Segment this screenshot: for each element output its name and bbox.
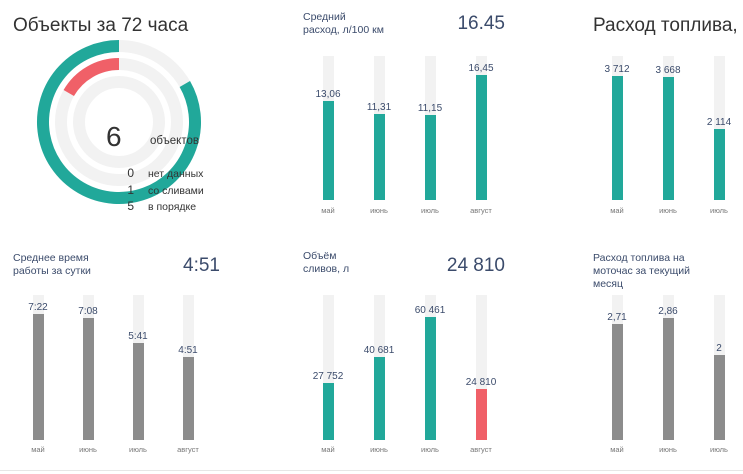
category-label: май xyxy=(321,445,335,454)
bar-value-label: 7:22 xyxy=(28,302,48,314)
bar[interactable] xyxy=(713,129,725,200)
bottom-divider xyxy=(0,470,743,471)
legend-no-data-label: нет данных xyxy=(148,168,204,180)
objects-count-label: объектов xyxy=(150,135,199,147)
drain-volume-summary: 24 810 xyxy=(446,255,505,276)
bar-value-label: 11,15 xyxy=(417,103,443,115)
category-label: май xyxy=(610,445,624,454)
legend-drain-count: 1 xyxy=(127,183,134,197)
category-label: июнь xyxy=(659,445,677,454)
work-time-panel[interactable]: Среднее время работы за сутки 4:51 7:22 м… xyxy=(0,245,280,470)
bar-track xyxy=(713,56,725,200)
bar-value-label: 40 681 xyxy=(363,344,395,356)
category-label: июль xyxy=(129,445,147,454)
bar-value-label: 11,31 xyxy=(366,102,392,114)
drain-volume-title: Объём сливов, л xyxy=(303,250,350,275)
bar-track xyxy=(322,295,334,440)
bar-value-label: 27 752 xyxy=(312,371,344,383)
bar[interactable] xyxy=(182,357,194,440)
category-label: июнь xyxy=(79,445,97,454)
drain-volume-panel[interactable]: Объём сливов, л 24 810 27 752 май 40 681 ию… xyxy=(295,245,515,470)
legend-no-data-count: 0 xyxy=(127,166,134,180)
bar-value-label: 2,86 xyxy=(658,306,678,318)
legend-ok-count: 5 xyxy=(127,199,134,213)
bar[interactable] xyxy=(132,343,144,440)
fuel-consumption-panel[interactable]: Расход топлива, л 3 712 май 3 668 июнь 2 114… xyxy=(585,0,743,235)
avg-consumption-title: Средний расход, л/100 км xyxy=(303,11,384,36)
fuel-per-hour-panel[interactable]: Расход топлива на моточас за текущий мес… xyxy=(585,245,743,470)
category-label: июль xyxy=(710,206,728,215)
category-label: май xyxy=(31,445,45,454)
category-label: август xyxy=(177,445,199,454)
bar[interactable] xyxy=(32,314,44,440)
objects-donut[interactable] xyxy=(34,37,204,207)
fuel-consumption-title: Расход топлива, л xyxy=(593,15,743,36)
bar[interactable] xyxy=(611,324,623,440)
category-label: май xyxy=(321,206,335,215)
bar-value-label: 2,71 xyxy=(607,312,627,324)
bar[interactable] xyxy=(611,75,623,200)
bar-track xyxy=(475,295,487,440)
bar-value-label: 13,06 xyxy=(315,89,341,101)
bar[interactable] xyxy=(662,77,674,200)
bar-value-label: 3 712 xyxy=(604,63,630,75)
bar-value-label: 5:41 xyxy=(128,331,148,343)
category-label: июль xyxy=(710,445,728,454)
category-label: июнь xyxy=(659,206,677,215)
objects-title: Объекты за 72 часа xyxy=(13,15,189,36)
legend-drain-label: со сливами xyxy=(148,185,204,197)
bar-value-label: 3 668 xyxy=(655,65,681,77)
bar[interactable] xyxy=(662,318,674,440)
objects-panel[interactable]: Объекты за 72 часа 6 объектов 0 нет данн… xyxy=(0,0,280,235)
bar-value-label: 60 461 xyxy=(414,304,446,316)
bar[interactable] xyxy=(475,389,487,440)
bar-value-label: 7:08 xyxy=(78,306,98,318)
category-label: август xyxy=(470,206,492,215)
category-label: июль xyxy=(421,445,439,454)
objects-count: 6 xyxy=(106,121,122,152)
category-label: май xyxy=(610,206,624,215)
legend-ok-label: в порядке xyxy=(148,201,197,213)
work-time-title: Среднее время работы за сутки xyxy=(13,252,91,277)
bar[interactable] xyxy=(373,114,385,200)
bar[interactable] xyxy=(322,101,334,200)
bar-value-label: 2 xyxy=(716,342,722,354)
avg-consumption-summary: 16.45 xyxy=(457,13,505,34)
bar[interactable] xyxy=(475,75,487,200)
category-label: июнь xyxy=(370,206,388,215)
bar[interactable] xyxy=(373,356,385,440)
avg-consumption-panel[interactable]: Средний расход, л/100 км 16.45 13,06 май 1… xyxy=(295,0,515,235)
drain-ring[interactable] xyxy=(63,58,120,97)
bar[interactable] xyxy=(82,318,94,440)
bar-value-label: 24 810 xyxy=(465,377,497,389)
bar[interactable] xyxy=(424,115,436,200)
bar[interactable] xyxy=(424,316,436,440)
work-time-summary: 4:51 xyxy=(183,255,220,276)
bar-value-label: 16,45 xyxy=(468,63,494,75)
bar-value-label: 2 114 xyxy=(706,117,732,129)
category-label: июль xyxy=(421,206,439,215)
ok-ring[interactable] xyxy=(37,40,201,204)
no-data-ring-track xyxy=(73,76,165,168)
category-label: июнь xyxy=(370,445,388,454)
category-label: август xyxy=(470,445,492,454)
bar-value-label: 4:51 xyxy=(178,345,198,357)
bar[interactable] xyxy=(322,383,334,440)
fuel-per-hour-title: Расход топлива на моточас за текущий мес… xyxy=(593,252,691,290)
bar[interactable] xyxy=(713,354,725,440)
